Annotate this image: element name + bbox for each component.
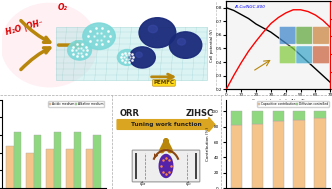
Ellipse shape — [1, 3, 98, 88]
Circle shape — [68, 41, 91, 60]
Circle shape — [83, 23, 115, 50]
FancyBboxPatch shape — [313, 26, 329, 44]
Bar — [293, 111, 305, 120]
Circle shape — [118, 50, 137, 65]
Bar — [293, 120, 305, 188]
Bar — [86, 149, 93, 189]
FancyBboxPatch shape — [279, 26, 296, 44]
Legend: Capacitive contribution, Diffusion controlled: Capacitive contribution, Diffusion contr… — [257, 101, 329, 107]
FancyArrowPatch shape — [120, 121, 212, 128]
FancyBboxPatch shape — [296, 26, 313, 44]
Bar — [314, 111, 326, 118]
Bar — [54, 132, 61, 189]
Circle shape — [136, 52, 142, 57]
Circle shape — [169, 32, 202, 58]
Bar — [34, 135, 42, 189]
Text: ORR: ORR — [120, 108, 139, 118]
Bar — [273, 121, 284, 188]
Bar — [231, 111, 242, 125]
Bar — [26, 153, 34, 189]
Y-axis label: Contribution (%): Contribution (%) — [206, 127, 209, 161]
Circle shape — [148, 25, 157, 33]
Text: PEMFC: PEMFC — [153, 80, 174, 85]
Circle shape — [139, 18, 176, 48]
Text: O₂: O₂ — [57, 3, 67, 12]
Bar — [93, 135, 101, 189]
Text: Tuning work function: Tuning work function — [130, 122, 202, 127]
Polygon shape — [56, 27, 207, 80]
Bar — [73, 132, 81, 189]
Circle shape — [177, 38, 186, 45]
X-axis label: Current density (mA/cm²): Current density (mA/cm²) — [252, 99, 305, 103]
Circle shape — [159, 155, 173, 177]
FancyBboxPatch shape — [313, 46, 329, 64]
Text: ZIHSC: ZIHSC — [185, 108, 213, 118]
Bar — [273, 111, 284, 121]
Y-axis label: Cell potential (V): Cell potential (V) — [210, 29, 214, 62]
Bar — [14, 132, 22, 189]
Bar — [195, 153, 197, 179]
Bar — [252, 124, 263, 188]
Text: Al-Co/NGC-800: Al-Co/NGC-800 — [235, 5, 266, 9]
FancyArrow shape — [117, 117, 215, 132]
Legend: Acidic medium, Alkaline medium: Acidic medium, Alkaline medium — [48, 101, 104, 107]
Text: $\phi_c$: $\phi_c$ — [185, 179, 193, 187]
FancyBboxPatch shape — [132, 150, 200, 182]
Bar — [231, 125, 242, 188]
Bar — [314, 118, 326, 188]
FancyBboxPatch shape — [279, 46, 296, 64]
Bar — [252, 111, 263, 124]
FancyBboxPatch shape — [296, 46, 313, 64]
Bar — [6, 146, 14, 189]
Bar — [46, 149, 54, 189]
Bar — [66, 149, 73, 189]
Text: $\phi_a$: $\phi_a$ — [139, 179, 147, 187]
Circle shape — [129, 47, 155, 68]
Text: H₂O |OH⁻: H₂O |OH⁻ — [5, 18, 44, 37]
Bar — [135, 153, 137, 179]
